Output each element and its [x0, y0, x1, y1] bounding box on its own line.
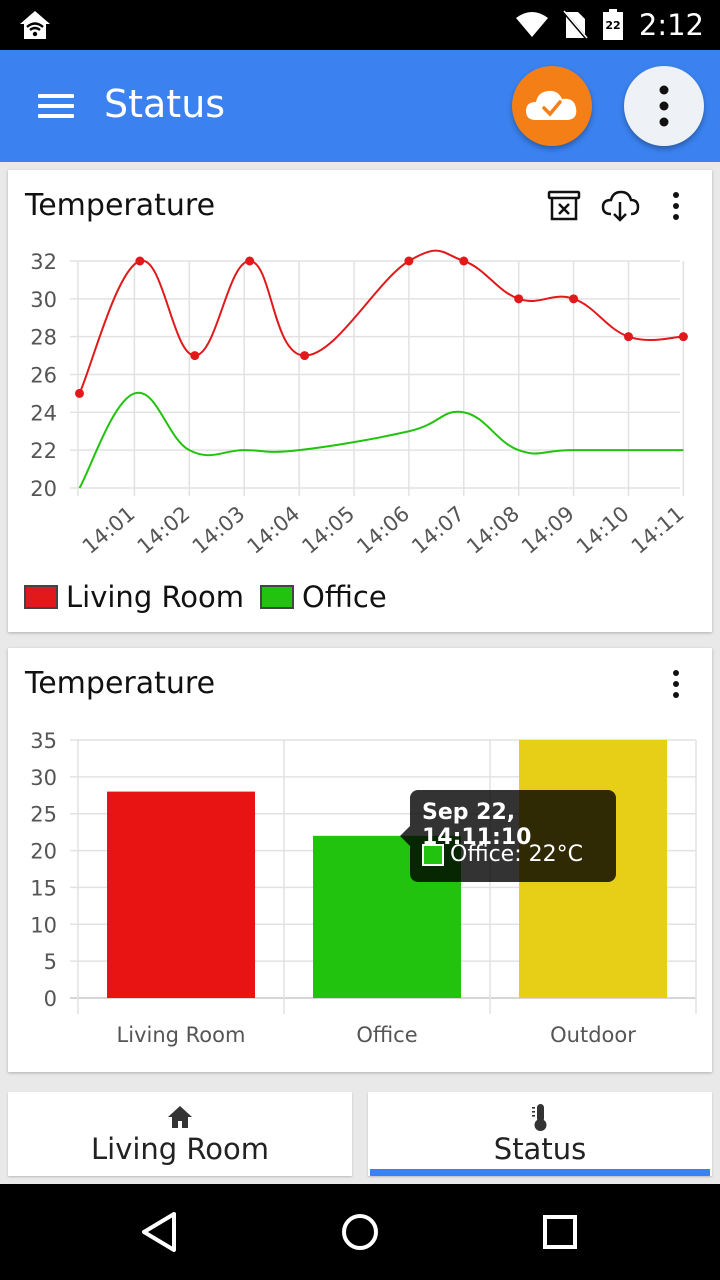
series-line-living-room	[78, 249, 684, 394]
x-tick-label: 14:02	[133, 501, 195, 558]
data-point	[190, 351, 200, 361]
data-point	[624, 332, 633, 342]
data-point	[678, 332, 688, 342]
x-category-label: Outdoor	[550, 1023, 636, 1047]
legend-label-living-room: Living Room	[66, 580, 245, 614]
tab-selected-indicator	[370, 1169, 710, 1176]
battery-icon: 22	[603, 9, 623, 40]
y-tick-label: 25	[30, 803, 57, 827]
chart-legend: Living Room Office	[24, 580, 403, 614]
x-tick-label: 14:01	[78, 501, 140, 558]
legend-swatch-living-room	[24, 585, 58, 609]
status-bar: 22 2:12	[0, 0, 720, 50]
data-point	[459, 256, 469, 266]
battery-level: 22	[605, 19, 620, 32]
temperature-line-card: Temperature 20 22 24 26 28 30 32 14:01 14:02 14:0…	[8, 170, 712, 632]
x-tick-label: 14:09	[517, 501, 579, 558]
x-tick-label: 14:05	[297, 501, 359, 558]
y-tick-label: 20	[30, 477, 57, 501]
more-vert-icon	[659, 85, 669, 127]
data-point	[135, 256, 145, 266]
hamburger-menu-icon[interactable]	[28, 84, 84, 128]
wifi-icon	[516, 12, 548, 37]
y-tick-label: 32	[30, 250, 57, 274]
temperature-bar-card: Temperature 0 5 10 15 20 25 30 35 Living Room Off…	[8, 648, 712, 1072]
cloud-download-icon[interactable]	[600, 186, 640, 226]
y-tick-label: 30	[30, 288, 57, 312]
recents-icon[interactable]	[536, 1208, 584, 1256]
legend-label-office: Office	[302, 580, 387, 614]
chart-tooltip: Sep 22, 14:11:10 Office: 22°C	[400, 790, 616, 882]
bar-living-room	[107, 791, 255, 998]
series-line-office	[78, 391, 684, 489]
card-title: Temperature	[25, 666, 216, 701]
x-tick-label: 14:03	[188, 501, 250, 558]
data-point	[300, 351, 310, 361]
y-tick-label: 22	[30, 439, 57, 463]
legend-swatch-office	[260, 585, 295, 609]
status-icons: 22	[516, 9, 624, 40]
y-tick-label: 24	[30, 401, 57, 425]
tooltip-title: Sep 22, 14:11:10	[422, 800, 532, 850]
back-icon[interactable]	[136, 1208, 184, 1256]
page-title: Status	[104, 82, 226, 126]
y-tick-label: 26	[30, 364, 57, 388]
y-tick-label: 10	[30, 913, 57, 937]
x-category-label: Office	[356, 1023, 417, 1047]
data-point	[404, 256, 414, 266]
tooltip-swatch	[422, 844, 444, 866]
line-chart: 2022242628303214:0114:0214:0314:0414:051…	[30, 249, 689, 559]
archive-delete-icon[interactable]	[544, 186, 584, 226]
system-nav-bar	[0, 1184, 720, 1280]
tooltip-text: Office: 22°C	[450, 842, 583, 867]
home-wifi-icon	[20, 11, 50, 39]
x-category-label: Living Room	[117, 1023, 246, 1047]
thermometer-icon	[532, 1104, 547, 1131]
tab-label: Status	[493, 1132, 587, 1166]
y-tick-label: 28	[30, 326, 57, 350]
app-bar: Status	[0, 50, 720, 162]
no-sim-icon	[562, 10, 588, 40]
y-tick-label: 30	[30, 766, 57, 790]
card-title: Temperature	[25, 188, 216, 223]
cloud-check-icon	[526, 90, 577, 120]
tab-status[interactable]: Status	[368, 1092, 712, 1176]
data-point	[245, 256, 255, 266]
x-tick-label: 14:06	[352, 501, 414, 558]
data-point	[514, 294, 524, 304]
more-vert-icon[interactable]	[656, 664, 696, 704]
data-point	[75, 388, 84, 398]
y-tick-label: 15	[30, 876, 57, 900]
data-point	[569, 294, 579, 304]
x-tick-label: 14:10	[572, 501, 634, 558]
tab-label: Living Room	[90, 1132, 270, 1166]
x-tick-label: 14:08	[462, 501, 524, 558]
bottom-tabs: Living Room Status	[0, 1084, 720, 1184]
home-icon	[168, 1106, 192, 1128]
more-options-button[interactable]	[624, 66, 704, 146]
x-tick-label: 14:11	[627, 501, 689, 558]
cloud-sync-button[interactable]	[512, 66, 592, 146]
x-tick-label: 14:04	[243, 501, 305, 558]
tab-living-room[interactable]: Living Room	[8, 1092, 352, 1176]
home-circle-icon[interactable]	[336, 1208, 384, 1256]
y-tick-label: 20	[30, 840, 57, 864]
y-tick-label: 5	[44, 950, 57, 974]
y-tick-label: 35	[30, 729, 57, 753]
clock: 2:12	[638, 8, 704, 42]
more-vert-icon[interactable]	[656, 186, 696, 226]
y-tick-label: 0	[44, 987, 57, 1011]
x-tick-label: 14:07	[407, 501, 469, 558]
